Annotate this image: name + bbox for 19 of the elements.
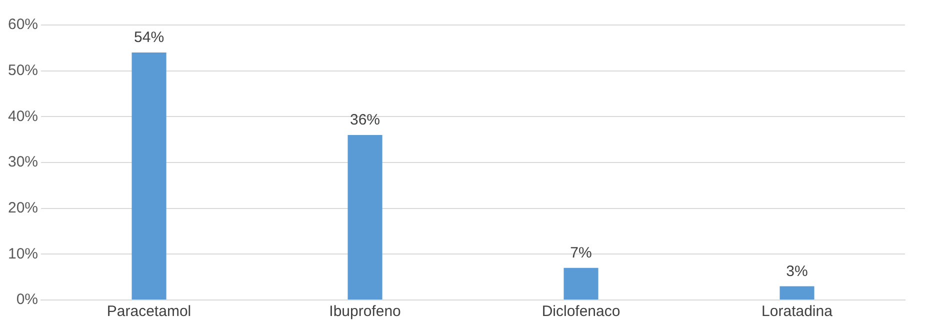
y-tick-label: 60% [8, 16, 38, 34]
bar [348, 135, 382, 300]
bar [132, 52, 166, 300]
y-tick-label: 0% [16, 291, 38, 308]
x-tick-label: Ibuprofeno [329, 303, 401, 320]
data-label: 36% [350, 112, 380, 129]
y-tick-label: 50% [8, 62, 38, 79]
bar [564, 268, 598, 300]
data-label: 7% [570, 244, 592, 262]
data-label: 54% [134, 29, 164, 46]
x-tick-label: Paracetamol [106, 303, 192, 320]
x-tick-label: Loratadina [762, 303, 834, 320]
y-tick-label: 10% [8, 245, 38, 262]
bar [780, 286, 814, 300]
x-tick-label: Diclofenaco [542, 303, 620, 320]
y-tick-label: 30% [8, 154, 38, 171]
y-tick-label: 40% [8, 108, 38, 125]
y-tick-label: 20% [8, 199, 38, 216]
data-label: 3% [786, 262, 808, 280]
